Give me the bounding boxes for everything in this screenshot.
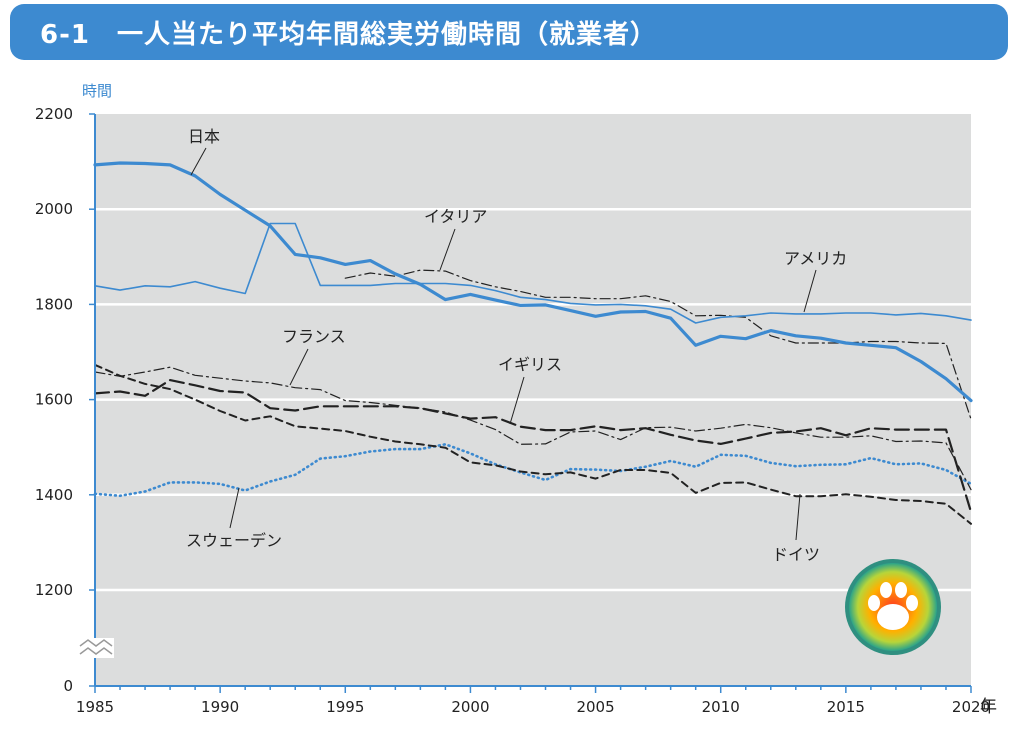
label-france: フランス: [282, 327, 346, 346]
series-line-ドイツ: [94, 363, 972, 525]
label-italy: イタリア: [424, 207, 487, 226]
series-line-イタリア: [344, 269, 972, 420]
x-tick-label: 1995: [326, 698, 364, 716]
y-tick-label: 1800: [35, 295, 73, 313]
label-uk: イギリス: [498, 355, 562, 374]
label-usa: アメリカ: [784, 249, 847, 268]
leader-germany: [795, 493, 801, 541]
y-axis-unit: 時間: [82, 82, 112, 100]
leader-italy: [439, 228, 456, 271]
y-tick-label: 1200: [35, 581, 73, 599]
y-tick-label: 2200: [35, 105, 73, 123]
page-title: 6-1 一人当たり平均年間総実労働時間（就業者）: [40, 20, 657, 50]
leader-usa: [803, 269, 817, 313]
x-tick-label: 2020: [952, 698, 990, 716]
y-tick-label: 1400: [35, 486, 73, 504]
label-sweden: スウェーデン: [186, 531, 282, 550]
x-tick-label: 2005: [576, 698, 614, 716]
y-tick-label: 0: [63, 677, 73, 695]
x-tick-label: 1990: [201, 698, 239, 716]
series-line-スウェーデン: [93, 442, 973, 498]
y-tick-label: 2000: [35, 200, 73, 218]
series-line-アメリカ: [94, 222, 972, 324]
x-tick-label: 2015: [827, 698, 865, 716]
x-tick-label: 2010: [702, 698, 740, 716]
label-japan: 日本: [188, 127, 220, 146]
series-line-日本: [93, 161, 973, 403]
x-tick-label: 2000: [451, 698, 489, 716]
axis-break-icon: [78, 638, 114, 658]
axes: [89, 113, 972, 693]
tick-labels: 0 1200 1400 1600 1800 2000 2200 1985 1990 1995 200…: [35, 105, 990, 716]
series-group: [93, 161, 973, 525]
paw-badge-icon: [845, 559, 941, 655]
series-line-イギリス: [93, 379, 973, 513]
label-germany: ドイツ: [772, 545, 820, 564]
x-tick-label: 1985: [76, 698, 114, 716]
leader-france: [289, 348, 309, 386]
y-tick-label: 1600: [35, 391, 73, 409]
x-axis-unit: 年: [980, 697, 997, 717]
leader-sweden: [229, 487, 240, 529]
leader-japan: [190, 147, 207, 176]
series-line-フランス: [94, 366, 972, 491]
title-banner: 6-1 一人当たり平均年間総実労働時間（就業者）: [10, 4, 1008, 60]
leader-uk: [509, 376, 525, 425]
